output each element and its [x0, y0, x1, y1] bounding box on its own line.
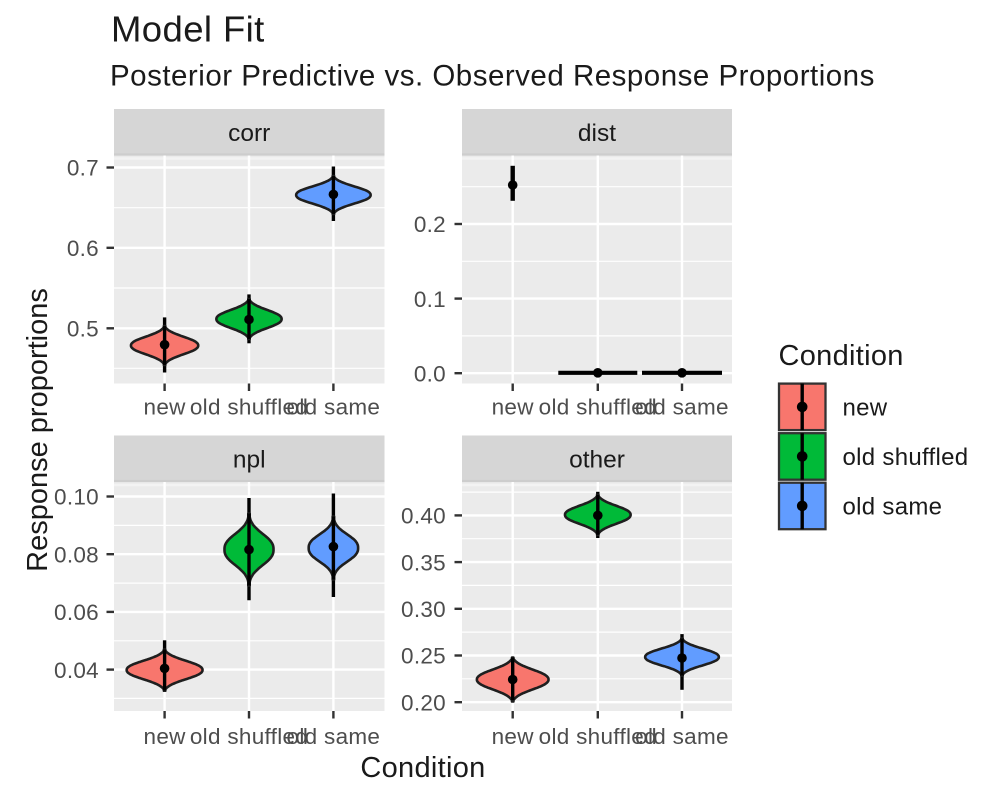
- svg-text:0.0: 0.0: [414, 361, 446, 386]
- svg-text:0.40: 0.40: [401, 504, 446, 529]
- svg-text:new: new: [144, 395, 187, 420]
- svg-text:0.10: 0.10: [54, 485, 99, 510]
- svg-text:0.6: 0.6: [67, 236, 99, 261]
- svg-text:0.08: 0.08: [54, 542, 99, 567]
- svg-text:0.25: 0.25: [401, 644, 446, 669]
- svg-text:Condition: Condition: [360, 752, 485, 784]
- svg-text:old same: old same: [287, 724, 381, 749]
- svg-text:old same: old same: [635, 724, 729, 749]
- svg-text:old shuffled: old shuffled: [843, 444, 969, 471]
- svg-text:0.04: 0.04: [54, 658, 99, 683]
- svg-text:old shuffled: old shuffled: [539, 395, 657, 420]
- svg-text:0.5: 0.5: [67, 317, 99, 342]
- svg-text:0.1: 0.1: [414, 287, 446, 312]
- svg-text:old same: old same: [843, 494, 943, 521]
- svg-text:0.35: 0.35: [401, 550, 446, 575]
- svg-text:0.20: 0.20: [401, 690, 446, 715]
- svg-text:other: other: [569, 447, 625, 474]
- svg-text:0.7: 0.7: [67, 156, 99, 181]
- svg-text:0.06: 0.06: [54, 600, 99, 625]
- svg-text:new: new: [492, 724, 535, 749]
- svg-text:dist: dist: [578, 120, 616, 147]
- svg-text:new: new: [843, 395, 888, 422]
- svg-text:0.2: 0.2: [414, 212, 446, 237]
- svg-text:old shuffled: old shuffled: [190, 724, 308, 749]
- svg-text:old shuffled: old shuffled: [539, 724, 657, 749]
- svg-text:Model Fit: Model Fit: [111, 9, 265, 50]
- svg-text:old same: old same: [635, 395, 729, 420]
- svg-text:old shuffled: old shuffled: [190, 395, 308, 420]
- svg-text:Condition: Condition: [779, 340, 904, 372]
- svg-text:Posterior Predictive vs. Obser: Posterior Predictive vs. Observed Respon…: [110, 60, 875, 93]
- svg-text:old same: old same: [287, 395, 381, 420]
- svg-text:Response proportions: Response proportions: [22, 288, 54, 572]
- svg-text:corr: corr: [228, 120, 270, 147]
- svg-text:new: new: [492, 395, 535, 420]
- svg-text:new: new: [144, 724, 187, 749]
- svg-text:0.30: 0.30: [401, 597, 446, 622]
- svg-text:npl: npl: [233, 447, 266, 474]
